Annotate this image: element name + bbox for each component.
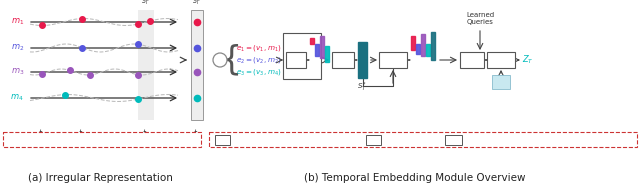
Text: $t_T$: $t_T$ <box>497 76 506 88</box>
Text: $s_T$: $s_T$ <box>192 0 202 7</box>
Bar <box>426 44 430 56</box>
Text: Concat: Concat <box>381 57 405 63</box>
Text: $m_3$: $m_3$ <box>32 135 44 144</box>
FancyBboxPatch shape <box>286 52 306 68</box>
Text: $m_1$: $m_1$ <box>11 17 24 27</box>
Bar <box>416 44 420 54</box>
Text: Attn: Attn <box>447 137 460 142</box>
Text: Attention operation: Attention operation <box>464 136 532 143</box>
FancyBboxPatch shape <box>460 52 484 68</box>
FancyBboxPatch shape <box>3 132 201 147</box>
Text: $t_d$: $t_d$ <box>78 128 86 140</box>
FancyBboxPatch shape <box>332 52 354 68</box>
Text: $e_3 = (v_3, m_4)$: $e_3 = (v_3, m_4)$ <box>236 67 282 77</box>
Text: Average pooling: Average pooling <box>383 136 440 143</box>
Text: Feature-independent Transformation: Feature-independent Transformation <box>231 136 359 143</box>
Text: $m_2$: $m_2$ <box>21 135 33 144</box>
Bar <box>138 10 154 120</box>
Bar <box>191 10 203 120</box>
Text: Avg: Avg <box>337 57 349 63</box>
Text: $m_1$: $m_1$ <box>10 135 22 144</box>
FancyBboxPatch shape <box>492 75 510 89</box>
Bar <box>310 38 314 44</box>
Text: $t_T$: $t_T$ <box>141 128 150 140</box>
Circle shape <box>213 53 227 67</box>
FancyBboxPatch shape <box>209 132 637 147</box>
Text: Learned
Queries: Learned Queries <box>466 12 494 25</box>
Text: $t_T$: $t_T$ <box>193 128 202 140</box>
Text: $t_1$: $t_1$ <box>38 128 46 140</box>
FancyBboxPatch shape <box>214 135 230 145</box>
FancyBboxPatch shape <box>365 135 381 145</box>
Bar <box>358 42 367 78</box>
Text: Feature index: Feature index <box>56 136 106 143</box>
Text: $e_1 = (v_1, m_1)$: $e_1 = (v_1, m_1)$ <box>236 43 282 53</box>
Bar <box>320 36 324 58</box>
Text: FiT: FiT <box>290 57 302 63</box>
Text: Avg: Avg <box>367 137 379 142</box>
Text: ~: ~ <box>215 54 225 67</box>
Bar <box>421 34 425 56</box>
Text: $m_4$: $m_4$ <box>43 135 54 144</box>
Text: $Z_T$: $Z_T$ <box>522 54 534 66</box>
FancyBboxPatch shape <box>445 135 461 145</box>
FancyBboxPatch shape <box>379 52 407 68</box>
Text: (b) Temporal Embedding Module Overview: (b) Temporal Embedding Module Overview <box>304 173 525 183</box>
Text: $s_T$: $s_T$ <box>141 0 151 7</box>
Text: $S_T^*$: $S_T^*$ <box>357 81 367 94</box>
Text: FiT: FiT <box>217 137 227 142</box>
Bar <box>431 32 435 60</box>
Bar <box>325 46 329 62</box>
Text: (a) Irregular Representation: (a) Irregular Representation <box>28 173 172 183</box>
FancyBboxPatch shape <box>487 52 515 68</box>
Text: $e_2 = (v_2, m_2)$: $e_2 = (v_2, m_2)$ <box>236 55 282 65</box>
Text: $m_3$: $m_3$ <box>10 67 24 77</box>
Text: $m_4$: $m_4$ <box>10 93 24 103</box>
Bar <box>315 44 319 56</box>
Text: Attn: Attn <box>465 57 479 63</box>
Bar <box>411 36 415 50</box>
Text: $m_2$: $m_2$ <box>11 43 24 53</box>
Text: Concat: Concat <box>489 57 513 63</box>
Text: {: { <box>220 43 242 77</box>
